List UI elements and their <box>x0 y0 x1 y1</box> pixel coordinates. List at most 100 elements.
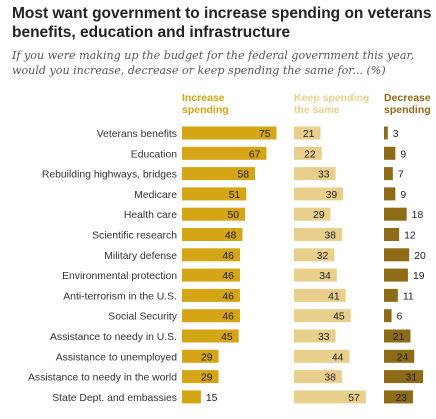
bar-increase-assistance-to-needy-in-the-world <box>182 370 219 384</box>
bar-increase-veterans-benefits <box>182 126 277 140</box>
value-label-decrease-health-care: 18 <box>412 210 424 221</box>
bar-increase-environmental-protection <box>182 268 240 282</box>
bar-increase-health-care <box>182 207 245 221</box>
value-label-decrease-rebuilding-highways-bridges: 7 <box>398 170 404 181</box>
value-label-increase-rebuilding-highways-bridges: 58 <box>238 170 250 181</box>
category-label-education: Education <box>131 149 177 160</box>
header-increase-line-2: spending <box>182 104 229 116</box>
header-increase-line-1: Increase <box>182 92 225 104</box>
bar-increase-rebuilding-highways-bridges <box>182 167 256 181</box>
bar-decrease-social-security <box>384 309 392 323</box>
bar-decrease-veterans-benefits <box>384 126 388 140</box>
value-label-same-military-defense: 32 <box>317 251 329 262</box>
value-label-same-assistance-to-needy-in-u-s: 33 <box>318 332 330 343</box>
bar-decrease-medicare <box>384 187 396 201</box>
value-label-increase-social-security: 46 <box>222 312 234 323</box>
chart-subtitle: If you were making up the budget for the… <box>12 49 415 77</box>
value-label-decrease-veterans-benefits: 3 <box>393 129 399 140</box>
value-label-decrease-military-defense: 20 <box>414 251 426 262</box>
value-label-decrease-environmental-protection: 19 <box>413 271 425 282</box>
bar-increase-medicare <box>182 187 247 201</box>
bar-increase-assistance-to-unemployed <box>182 349 219 363</box>
bar-increase-state-dept-and-embassies <box>182 390 201 404</box>
bar-decrease-state-dept-and-embassies <box>384 390 413 404</box>
value-label-same-veterans-benefits: 21 <box>303 129 315 140</box>
category-label-assistance-to-unemployed: Assistance to unemployed <box>56 352 178 363</box>
category-label-state-dept-and-embassies: State Dept. and embassies <box>52 393 177 404</box>
value-label-decrease-medicare: 9 <box>400 190 406 201</box>
header-same-line-1: Keep spending <box>294 92 369 104</box>
value-label-same-health-care: 29 <box>313 210 325 221</box>
category-label-veterans-benefits: Veterans benefits <box>97 129 177 140</box>
bar-decrease-health-care <box>384 207 407 221</box>
value-label-decrease-assistance-to-unemployed: 24 <box>397 352 409 363</box>
value-label-increase-assistance-to-unemployed: 29 <box>201 352 213 363</box>
bar-same-health-care <box>294 207 331 221</box>
value-label-increase-assistance-to-needy-in-u-s: 45 <box>221 332 233 343</box>
bar-decrease-environmental-protection <box>384 268 408 282</box>
bar-same-scientific-research <box>294 228 342 241</box>
bar-same-assistance-to-needy-in-u-s <box>294 329 336 343</box>
value-label-increase-veterans-benefits: 75 <box>259 129 271 140</box>
value-label-same-environmental-protection: 34 <box>319 271 331 282</box>
value-label-same-state-dept-and-embassies: 57 <box>348 393 360 404</box>
category-label-environmental-protection: Environmental protection <box>62 271 177 282</box>
value-label-same-scientific-research: 38 <box>324 231 336 242</box>
bar-decrease-assistance-to-needy-in-the-world <box>384 370 424 384</box>
value-label-decrease-state-dept-and-embassies: 23 <box>395 393 407 404</box>
category-label-assistance-to-needy-in-the-world: Assistance to needy in the world <box>28 373 177 384</box>
value-label-same-medicare: 39 <box>326 190 338 201</box>
value-label-increase-scientific-research: 48 <box>225 231 237 242</box>
value-label-increase-assistance-to-needy-in-the-world: 29 <box>201 373 213 384</box>
category-label-assistance-to-needy-in-u-s: Assistance to needy in U.S. <box>50 332 177 343</box>
bar-decrease-anti-terrorism-in-the-u-s <box>384 288 398 302</box>
bar-increase-anti-terrorism-in-the-u-s <box>182 288 240 302</box>
value-label-increase-environmental-protection: 46 <box>222 271 234 282</box>
value-label-decrease-anti-terrorism-in-the-u-s: 11 <box>403 291 414 302</box>
bar-increase-military-defense <box>182 248 240 262</box>
bar-increase-social-security <box>182 309 240 323</box>
value-label-increase-health-care: 50 <box>227 210 239 221</box>
value-label-same-rebuilding-highways-bridges: 33 <box>318 170 330 181</box>
value-label-increase-education: 67 <box>249 149 261 160</box>
value-label-same-anti-terrorism-in-the-u-s: 41 <box>328 291 340 302</box>
bar-same-military-defense <box>294 248 335 262</box>
category-label-health-care: Health care <box>124 210 177 221</box>
bar-decrease-scientific-research <box>384 228 400 241</box>
value-label-same-education: 22 <box>304 149 316 160</box>
bar-increase-education <box>182 146 267 160</box>
value-label-decrease-education: 9 <box>400 149 406 160</box>
value-label-decrease-assistance-to-needy-in-the-world: 31 <box>405 373 417 384</box>
category-label-rebuilding-highways-bridges: Rebuilding highways, bridges <box>42 170 177 181</box>
category-label-social-security: Social Security <box>108 312 178 323</box>
category-label-military-defense: Military defense <box>104 251 177 262</box>
bar-increase-assistance-to-needy-in-u-s <box>182 329 239 343</box>
bar-decrease-education <box>384 146 396 160</box>
value-label-decrease-scientific-research: 12 <box>404 231 416 242</box>
value-label-increase-medicare: 51 <box>229 190 241 201</box>
bar-same-education <box>294 146 322 160</box>
bar-same-social-security <box>294 309 351 323</box>
category-label-anti-terrorism-in-the-u-s: Anti-terrorism in the U.S. <box>63 291 177 302</box>
value-label-same-social-security: 45 <box>333 312 345 323</box>
bar-same-state-dept-and-embassies <box>294 390 366 404</box>
value-label-same-assistance-to-unemployed: 44 <box>332 352 344 363</box>
header-same-line-2: the same <box>294 104 340 116</box>
bar-decrease-assistance-to-unemployed <box>384 349 415 363</box>
value-label-increase-military-defense: 46 <box>222 251 234 262</box>
bar-decrease-military-defense <box>384 248 410 262</box>
bar-same-assistance-to-unemployed <box>294 349 350 363</box>
value-label-same-assistance-to-needy-in-the-world: 38 <box>324 373 336 384</box>
bar-decrease-assistance-to-needy-in-u-s <box>384 329 411 343</box>
bar-same-anti-terrorism-in-the-u-s <box>294 288 346 302</box>
bar-same-medicare <box>294 187 344 201</box>
bar-decrease-rebuilding-highways-bridges <box>384 167 393 181</box>
category-label-medicare: Medicare <box>134 190 177 201</box>
bar-same-assistance-to-needy-in-the-world <box>294 370 342 384</box>
bar-increase-scientific-research <box>182 228 243 241</box>
chart-title: Most want government to increase spendin… <box>12 5 432 41</box>
header-decrease-line-1: Decrease <box>384 92 431 104</box>
value-label-increase-state-dept-and-embassies: 15 <box>206 393 218 404</box>
header-decrease-line-2: spending <box>384 104 431 116</box>
